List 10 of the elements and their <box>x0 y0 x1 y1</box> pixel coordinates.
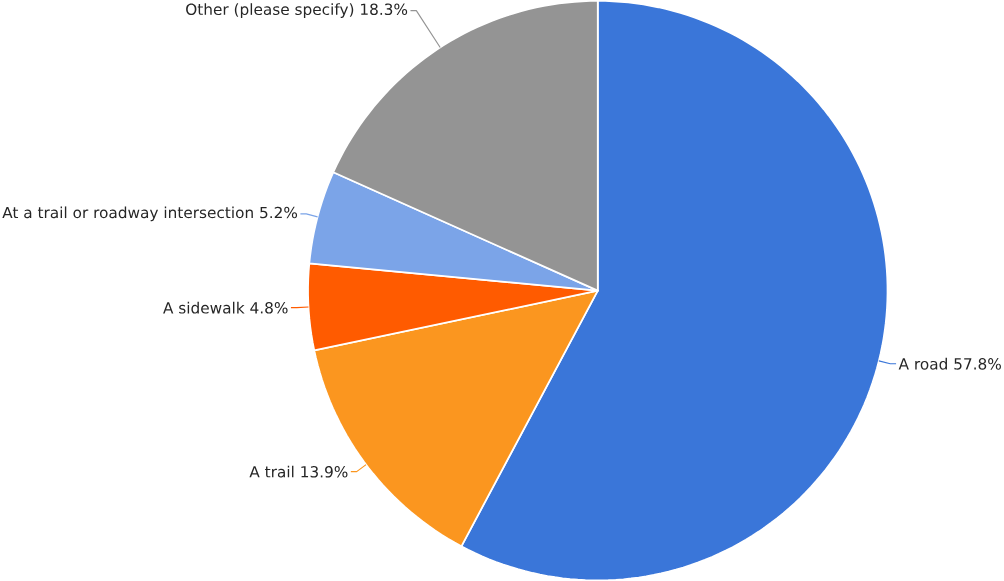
slice-label: A trail <box>249 465 294 478</box>
data-label: 5.2% <box>260 206 298 219</box>
data-label: 57.8% <box>954 357 1001 370</box>
slice-label: A road <box>898 357 947 370</box>
slice-label: Other (please specify) <box>186 3 354 18</box>
slice-label: A sidewalk <box>163 301 245 314</box>
data-label: 13.9% <box>301 465 348 478</box>
data-label: 4.8% <box>250 301 288 314</box>
slice-label: At a trail or roadway intersection <box>2 206 253 222</box>
data-label: 18.3% <box>361 3 408 15</box>
